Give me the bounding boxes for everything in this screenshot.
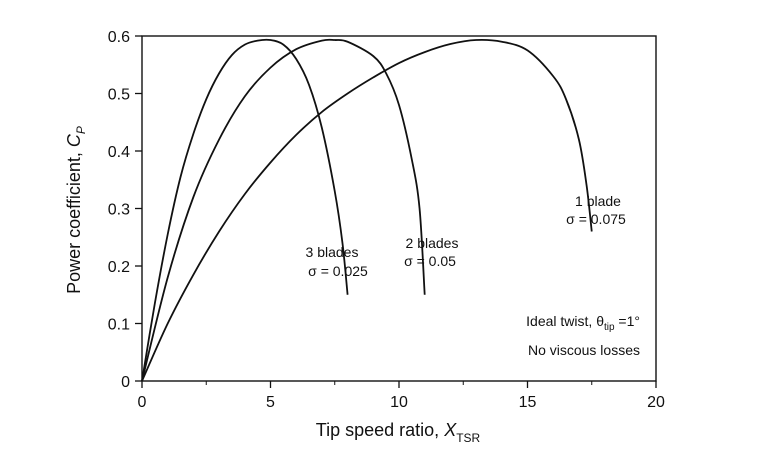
series-sigma-3-blades: σ = 0.025 [308, 263, 368, 279]
series-name-1-blade: 1 blade [575, 193, 621, 209]
annotation-ideal-twist: Ideal twist, θtip =1° [526, 313, 640, 333]
y-tick-label: 0.4 [108, 144, 130, 161]
y-tick-label: 0.5 [108, 87, 130, 104]
series-label-3-blades: 3 blades σ = 0.025 [306, 244, 368, 279]
series-sigma-2-blades: σ = 0.05 [404, 253, 456, 269]
y-tick-label: 0.2 [108, 259, 130, 276]
x-tick-label: 5 [266, 394, 275, 411]
series-curve-1-blade [141, 38, 593, 382]
series-name-2-blades: 2 blades [406, 235, 459, 251]
x-tick-label: 10 [390, 394, 408, 411]
y-axis-label: Power coefficient, CP [64, 126, 88, 294]
y-tick-label: 0 [121, 374, 130, 391]
y-tick-label: 0.6 [108, 29, 130, 46]
x-tick-label: 15 [519, 394, 537, 411]
x-axis-label: Tip speed ratio, XTSR [316, 420, 481, 445]
y-tick-label: 0.3 [108, 202, 130, 219]
series-label-1-blade: 1 blade σ = 0.075 [566, 193, 626, 227]
series-name-3-blades: 3 blades [306, 244, 359, 260]
y-tick-label: 0.1 [108, 317, 130, 334]
x-tick-label: 0 [138, 394, 147, 411]
series-sigma-1-blade: σ = 0.075 [566, 211, 626, 227]
axis-ticks: 0 5 10 15 20 0 0.1 0.2 0.3 0.4 0.5 0.6 [108, 29, 665, 411]
series-curve-3-blades [141, 38, 349, 382]
x-tick-label: 20 [647, 394, 665, 411]
annotation-no-viscous-losses: No viscous losses [528, 342, 640, 358]
series-curve-2-blades [141, 38, 426, 382]
series-label-2-blades: 2 blades σ = 0.05 [404, 235, 458, 269]
series-curves [141, 38, 593, 382]
